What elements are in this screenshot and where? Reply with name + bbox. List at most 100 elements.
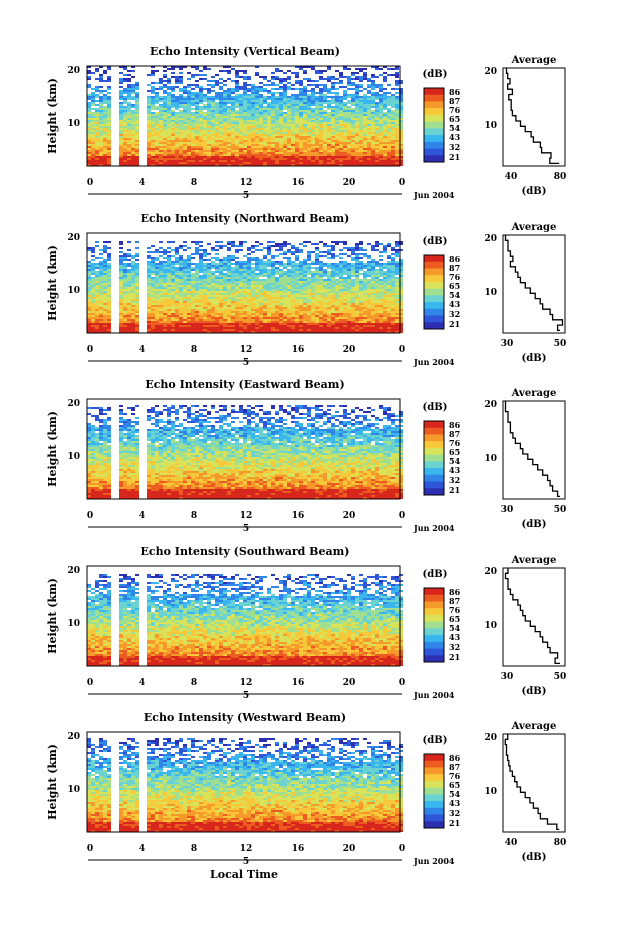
heatmap-cell <box>207 84 211 86</box>
heatmap-cell <box>215 281 219 283</box>
heatmap-cell <box>335 118 339 120</box>
heatmap-cell <box>155 96 159 98</box>
heatmap-cell <box>199 255 203 257</box>
heatmap-cell <box>323 293 327 295</box>
heatmap-cell <box>259 148 263 150</box>
heatmap-cell <box>279 297 283 299</box>
heatmap-cell <box>207 287 211 289</box>
heatmap-cell <box>283 150 287 152</box>
heatmap-cell <box>199 267 203 269</box>
heatmap-cell <box>199 154 203 156</box>
heatmap-cell <box>375 162 379 164</box>
heatmap-cell <box>399 114 403 116</box>
heatmap-cell <box>275 269 279 271</box>
heatmap-cell <box>191 134 195 136</box>
heatmap-cell <box>259 90 263 92</box>
heatmap-cell <box>259 291 263 293</box>
heatmap-cell <box>175 128 179 130</box>
heatmap-cell <box>215 120 219 122</box>
heatmap-cell <box>163 281 167 283</box>
heatmap-cell <box>191 295 195 297</box>
heatmap-cell <box>391 279 395 281</box>
heatmap-cell <box>171 162 175 164</box>
heatmap-cell <box>87 287 91 289</box>
heatmap-cell <box>347 285 351 287</box>
heatmap-cell <box>399 279 403 281</box>
heatmap-cell <box>171 154 175 156</box>
heatmap-cell <box>359 291 363 293</box>
heatmap-cell <box>271 106 275 108</box>
heatmap-cell <box>331 138 335 140</box>
heatmap-cell <box>119 287 123 289</box>
heatmap-cell <box>163 301 167 303</box>
heatmap-cell <box>307 94 311 96</box>
heatmap-cell <box>363 112 367 114</box>
colorbar-tick: 87 <box>449 96 460 106</box>
heatmap-cell <box>255 112 259 114</box>
heatmap-cell <box>343 243 347 245</box>
heatmap-cell <box>131 273 135 275</box>
heatmap-cell <box>247 148 251 150</box>
heatmap-cell <box>227 114 231 116</box>
heatmap-cell <box>255 285 259 287</box>
heatmap-cell <box>351 130 355 132</box>
heatmap-cell <box>371 118 375 120</box>
heatmap-cell <box>331 275 335 277</box>
heatmap-cell <box>359 142 363 144</box>
heatmap-cell <box>275 299 279 301</box>
heatmap-cell <box>291 279 295 281</box>
heatmap-cell <box>363 150 367 152</box>
heatmap-cell <box>171 269 175 271</box>
heatmap-cell <box>383 287 387 289</box>
heatmap-cell <box>163 114 167 116</box>
heatmap-cell <box>231 146 235 148</box>
heatmap-cell <box>235 114 239 116</box>
heatmap-cell <box>159 114 163 116</box>
heatmap-cell <box>363 267 367 269</box>
heatmap-cell <box>323 138 327 140</box>
heatmap-cell <box>147 120 151 122</box>
heatmap-cell <box>243 136 247 138</box>
heatmap-cell <box>103 142 107 144</box>
heatmap-cell <box>371 116 375 118</box>
heatmap-cell <box>223 100 227 102</box>
heatmap-cell <box>319 98 323 100</box>
heatmap-cell <box>399 295 403 297</box>
heatmap-cell <box>199 297 203 299</box>
heatmap-cell <box>159 80 163 82</box>
heatmap-cell <box>391 269 395 271</box>
heatmap-cell <box>199 120 203 122</box>
heatmap-cell <box>123 255 127 257</box>
heatmap-cell <box>283 277 287 279</box>
heatmap-cell <box>131 106 135 108</box>
heatmap-cell <box>171 106 175 108</box>
heatmap-cell <box>151 92 155 94</box>
heatmap-cell <box>391 295 395 297</box>
heatmap-cell <box>367 114 371 116</box>
heatmap-cell <box>215 154 219 156</box>
heatmap-cell <box>391 134 395 136</box>
heatmap-cell <box>235 152 239 154</box>
heatmap-cell <box>179 267 183 269</box>
heatmap-cell <box>223 257 227 259</box>
heatmap-cell <box>279 120 283 122</box>
heatmap-cell <box>135 247 139 249</box>
heatmap-cell <box>131 154 135 156</box>
heatmap-cell <box>147 251 151 253</box>
heatmap-cell <box>159 86 163 88</box>
heatmap-cell <box>207 114 211 116</box>
heatmap-cell <box>311 112 315 114</box>
heatmap-cell <box>303 297 307 299</box>
heatmap-cell <box>271 116 275 118</box>
heatmap-cell <box>355 112 359 114</box>
heatmap-cell <box>183 114 187 116</box>
heatmap-cell <box>363 96 367 98</box>
heatmap-cell <box>271 92 275 94</box>
heatmap-cell <box>155 102 159 104</box>
heatmap-cell <box>371 267 375 269</box>
heatmap-cell <box>123 257 127 259</box>
heatmap-cell <box>279 94 283 96</box>
heatmap-cell <box>247 295 251 297</box>
heatmap-cell <box>379 102 383 104</box>
heatmap-cell <box>223 283 227 285</box>
